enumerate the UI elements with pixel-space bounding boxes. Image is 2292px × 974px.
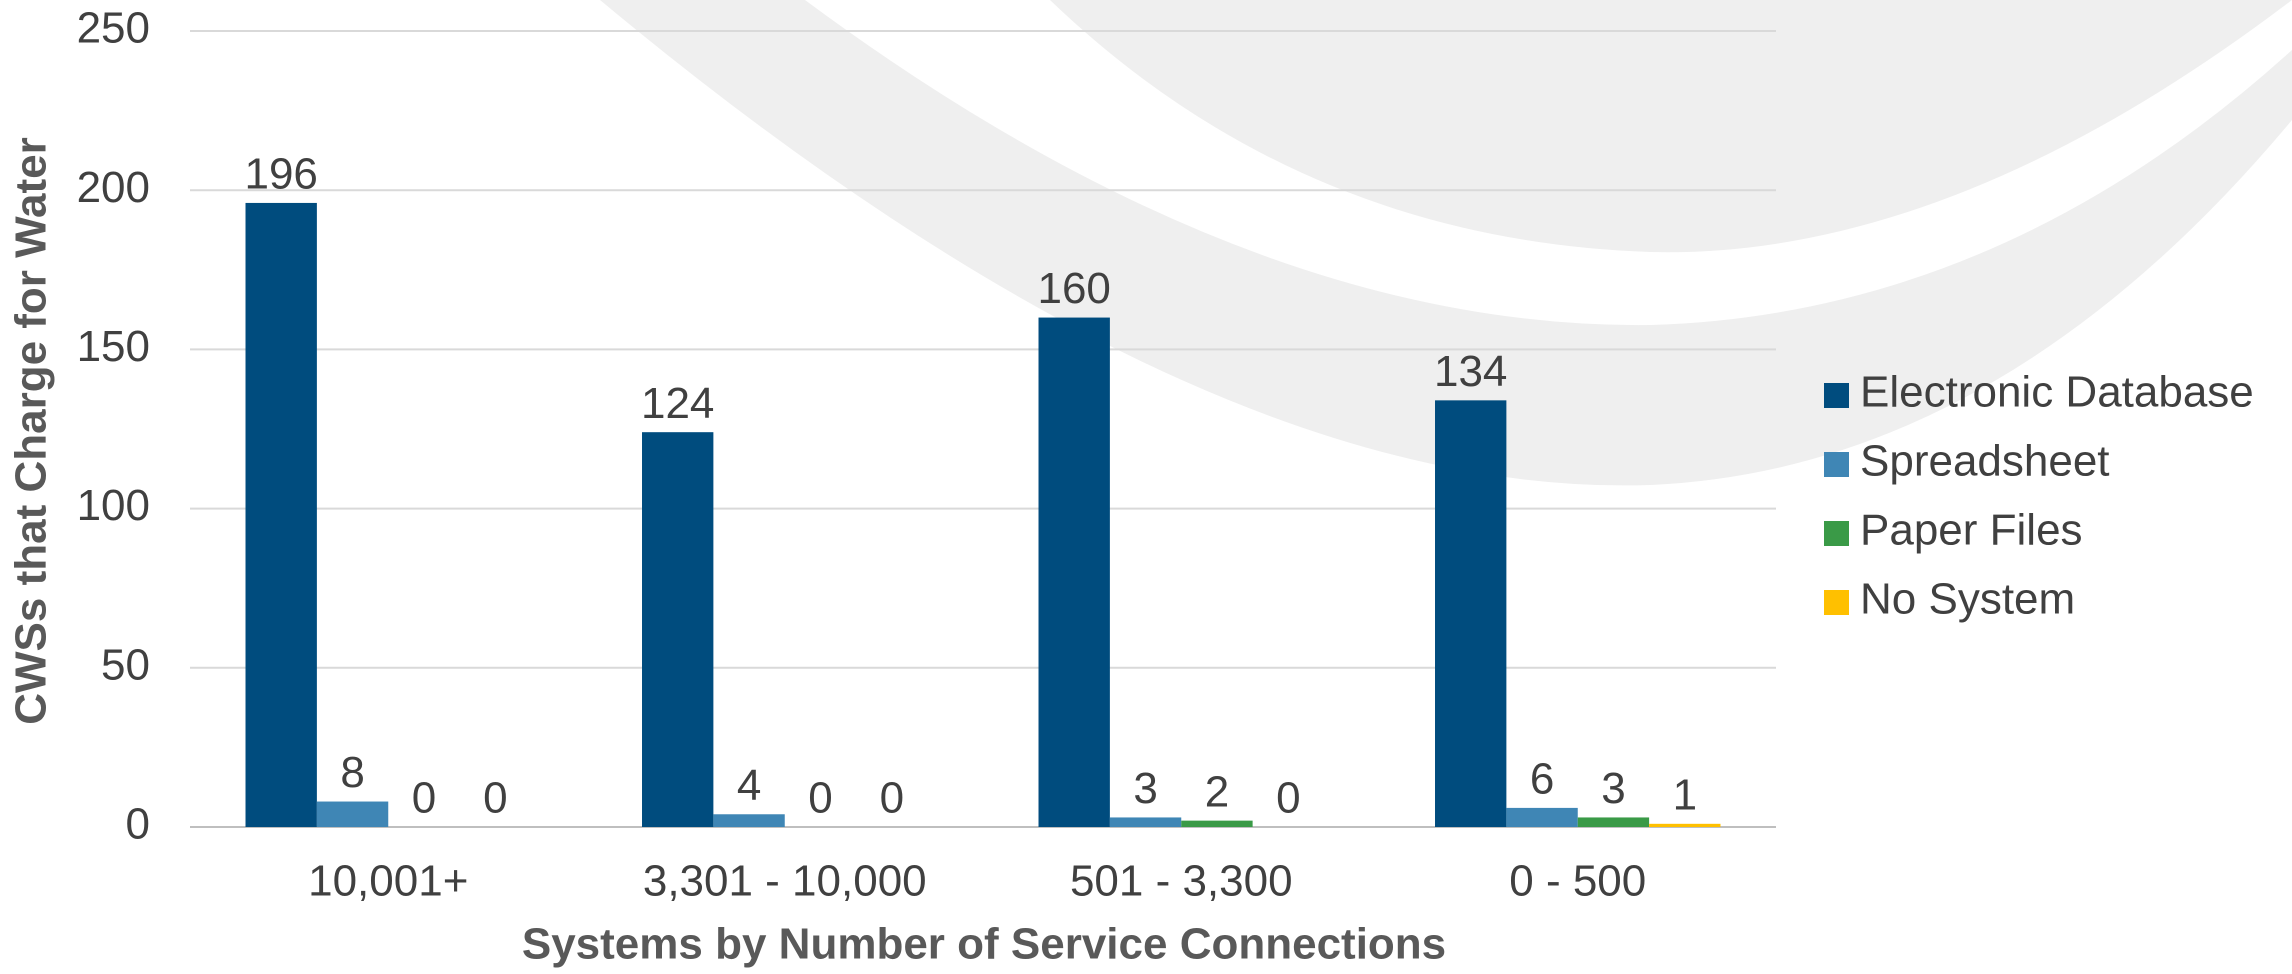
value-label: 0: [1276, 774, 1300, 823]
legend-marker: [1824, 383, 1849, 408]
value-label: 2: [1205, 767, 1229, 816]
legend-marker: [1824, 452, 1849, 477]
y-tick-label: 100: [77, 481, 150, 530]
legend-marker: [1824, 590, 1849, 615]
background-swoosh: [600, 0, 2292, 486]
legend-label: No System: [1860, 575, 2075, 624]
y-tick-label: 50: [101, 640, 150, 689]
value-label: 160: [1037, 264, 1110, 313]
value-label: 0: [880, 774, 904, 823]
value-label: 134: [1434, 347, 1507, 396]
value-label: 0: [808, 774, 832, 823]
bar: [1038, 317, 1110, 827]
y-tick-label: 150: [77, 322, 150, 371]
bar: [642, 432, 714, 827]
bar: [316, 801, 389, 827]
value-label: 6: [1530, 755, 1554, 804]
y-axis-title: CWSs that Charge for Water: [7, 137, 56, 725]
bar: [1435, 400, 1507, 827]
x-tick-label: 3,301 - 10,000: [643, 857, 927, 906]
value-label: 124: [641, 379, 714, 428]
value-label: 8: [340, 748, 364, 797]
bar: [1649, 823, 1721, 827]
value-label: 3: [1133, 764, 1157, 813]
value-label: 4: [737, 761, 761, 810]
value-label: 196: [244, 150, 317, 199]
y-tick-label: 0: [126, 800, 150, 849]
bar: [1181, 820, 1253, 827]
x-axis-title: Systems by Number of Service Connections: [522, 920, 1446, 969]
bar: [1506, 807, 1578, 827]
x-tick-label: 501 - 3,300: [1070, 857, 1293, 906]
value-label: 3: [1601, 764, 1625, 813]
y-tick-label: 200: [77, 163, 150, 212]
bar: [1577, 817, 1650, 827]
value-label: 0: [412, 774, 436, 823]
bar: [1109, 817, 1182, 827]
x-tick-label: 0 - 500: [1509, 857, 1646, 906]
bar: [245, 202, 317, 827]
value-label: 1: [1673, 770, 1697, 819]
legend-label: Paper Files: [1860, 506, 2083, 555]
x-tick-label: 10,001+: [308, 857, 468, 906]
legend-marker: [1824, 521, 1849, 546]
legend-label: Spreadsheet: [1860, 437, 2110, 486]
y-tick-label: 250: [77, 4, 150, 53]
bar: [713, 814, 785, 827]
value-label: 0: [483, 774, 507, 823]
legend-label: Electronic Database: [1860, 368, 2254, 417]
